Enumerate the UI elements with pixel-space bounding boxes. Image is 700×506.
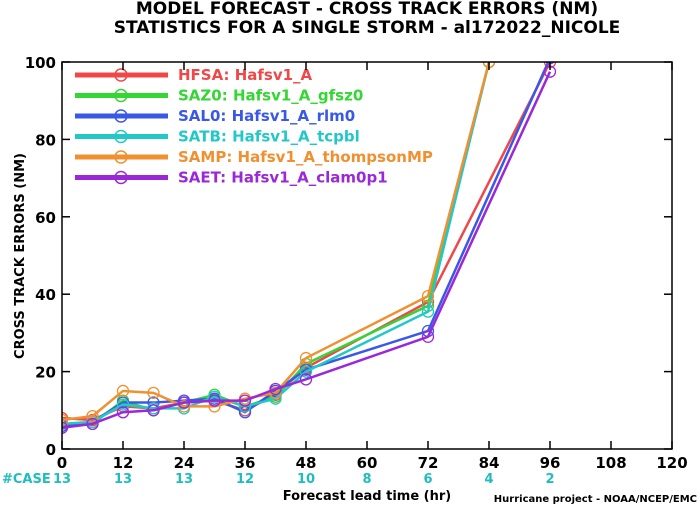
x-tick-label: 24 <box>174 454 195 472</box>
data-point <box>421 330 435 343</box>
plot-frame <box>61 61 673 450</box>
case-count: 12 <box>236 472 254 487</box>
legend-marker <box>114 170 128 185</box>
data-point <box>116 406 130 419</box>
x-tick-label: 120 <box>656 454 687 472</box>
data-point <box>238 394 252 407</box>
data-point <box>299 351 313 365</box>
x-tick-label: 36 <box>235 454 256 472</box>
y-tick-label: 80 <box>35 131 56 149</box>
case-count: 13 <box>114 472 132 487</box>
series-hfsa <box>62 62 557 427</box>
y-tick-label: 60 <box>35 209 56 227</box>
legend-label: SAET: Hafsv1_A_clam0p1 <box>178 169 388 187</box>
y-axis-label: CROSS TRACK ERRORS (NM) <box>13 153 28 359</box>
x-tick-label: 48 <box>296 454 317 472</box>
legend-item-sal0: SAL0: Hafsv1_A_rlm0 <box>75 107 355 125</box>
legend-label: SAMP: Hafsv1_A_thompsonMP <box>178 148 433 166</box>
case-count: 10 <box>297 472 315 487</box>
data-point <box>421 305 435 318</box>
series-saet <box>62 65 557 434</box>
footer-credit: Hurricane project - NOAA/NCEP/EMC <box>494 494 697 505</box>
y-tick-label: 20 <box>35 364 56 382</box>
legend-marker <box>114 129 128 144</box>
legend-item-samp: SAMP: Hafsv1_A_thompsonMP <box>75 148 433 166</box>
x-tick-label: 108 <box>595 454 626 472</box>
legend-marker <box>114 88 128 103</box>
case-count: 6 <box>423 472 432 487</box>
case-count: 4 <box>484 472 493 487</box>
legend-label: SAL0: Hafsv1_A_rlm0 <box>178 107 355 125</box>
data-point <box>86 417 99 430</box>
series-line <box>62 62 491 422</box>
data-point <box>421 289 435 303</box>
x-axis-label: Forecast lead time (hr) <box>283 489 451 504</box>
legend-marker <box>114 150 128 164</box>
y-tick-label: 100 <box>25 54 56 72</box>
legend-label: SATB: Hafsv1_A_tcpbl <box>178 128 360 146</box>
legend-item-satb: SATB: Hafsv1_A_tcpbl <box>75 128 360 146</box>
series-samp <box>62 62 496 427</box>
data-point <box>147 404 160 417</box>
case-label: #CASE <box>2 472 51 487</box>
series-line <box>62 71 552 429</box>
y-tick-label: 0 <box>46 441 56 459</box>
legend-marker <box>114 68 128 82</box>
data-point <box>62 421 69 434</box>
data-point <box>147 386 160 400</box>
data-point <box>269 382 282 396</box>
data-point <box>116 384 130 398</box>
data-point <box>62 417 69 430</box>
y-tick-label: 40 <box>35 286 56 304</box>
data-point <box>208 390 221 403</box>
data-point <box>299 365 313 378</box>
chart-title-line2: STATISTICS FOR A SINGLE STORM - al172022… <box>114 18 621 38</box>
x-tick-label: 84 <box>479 454 500 472</box>
data-point <box>116 398 130 411</box>
x-tick-label: 60 <box>357 454 378 472</box>
data-point <box>177 396 191 409</box>
legend-item-saet: SAET: Hafsv1_A_clam0p1 <box>75 169 388 187</box>
case-count: 2 <box>545 472 554 487</box>
legend-label: HFSA: Hafsv1_A <box>178 66 313 84</box>
data-point <box>269 386 282 400</box>
case-count: 8 <box>362 472 371 487</box>
chart-title-line1: MODEL FORECAST - CROSS TRACK ERRORS (NM) <box>136 0 598 19</box>
data-point <box>177 400 191 413</box>
data-point <box>299 373 313 386</box>
legend-item-saz0: SAZ0: Hafsv1_A_gfsz0 <box>75 87 363 105</box>
x-tick-label: 72 <box>418 454 439 472</box>
case-count: 13 <box>53 472 71 487</box>
x-tick-label: 0 <box>57 454 67 472</box>
legend-marker <box>114 109 128 123</box>
x-tick-label: 96 <box>540 454 561 472</box>
x-tick-label: 12 <box>113 454 134 472</box>
data-point <box>62 413 69 427</box>
legend-item-hfsa: HFSA: Hafsv1_A <box>75 66 313 84</box>
legend-label: SAZ0: Hafsv1_A_gfsz0 <box>178 87 363 105</box>
case-count: 13 <box>175 472 193 487</box>
data-point <box>208 394 221 407</box>
data-point <box>86 409 99 423</box>
